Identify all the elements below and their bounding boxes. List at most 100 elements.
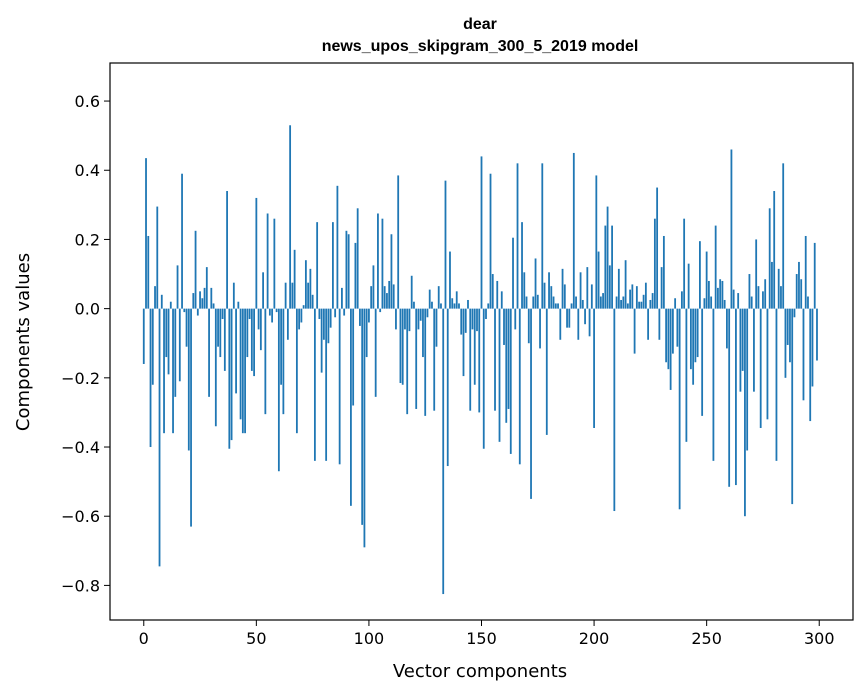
bar xyxy=(750,296,753,309)
bar xyxy=(737,293,740,309)
bar xyxy=(503,308,505,345)
bar xyxy=(640,301,643,309)
bar xyxy=(602,293,604,309)
bar xyxy=(577,308,580,340)
bar xyxy=(674,298,677,309)
y-axis-label: Components values xyxy=(13,253,34,431)
x-tick-label: 100 xyxy=(354,629,385,648)
bar xyxy=(507,308,510,409)
bar xyxy=(183,308,186,313)
bar xyxy=(671,308,674,354)
bar xyxy=(604,225,607,309)
y-tick-label: −0.6 xyxy=(61,507,100,526)
bar xyxy=(676,308,679,347)
bar xyxy=(230,308,233,441)
bar xyxy=(811,308,814,387)
bar xyxy=(780,286,782,309)
bar xyxy=(714,225,717,309)
bar xyxy=(723,299,726,309)
bar xyxy=(388,280,391,309)
bar xyxy=(491,274,494,309)
bar xyxy=(395,308,397,330)
bar xyxy=(147,235,150,309)
bar xyxy=(572,152,575,309)
bar xyxy=(741,308,744,371)
y-tick-label: −0.8 xyxy=(61,576,100,595)
bar xyxy=(518,308,521,465)
bar xyxy=(406,308,409,415)
bar xyxy=(764,279,767,309)
bar xyxy=(631,284,634,309)
bar xyxy=(295,308,298,434)
bar xyxy=(755,239,758,309)
bar xyxy=(304,260,307,309)
bar xyxy=(545,308,548,435)
bar xyxy=(334,308,337,318)
bar xyxy=(214,308,217,427)
bar xyxy=(800,279,803,309)
bar xyxy=(539,308,541,349)
bar xyxy=(163,308,165,434)
bar xyxy=(485,308,487,320)
bar xyxy=(437,286,440,309)
bar xyxy=(433,308,436,411)
bar xyxy=(525,296,528,309)
bar xyxy=(410,275,413,309)
bar xyxy=(705,251,708,309)
bar xyxy=(194,230,197,309)
bar xyxy=(617,268,620,309)
bar xyxy=(309,268,312,309)
bar xyxy=(701,308,704,416)
bar xyxy=(633,308,636,354)
bar xyxy=(554,303,557,309)
x-tick-label: 250 xyxy=(691,629,722,648)
bar xyxy=(277,308,280,472)
bar xyxy=(374,308,377,397)
bar xyxy=(798,261,800,309)
bar xyxy=(426,308,429,318)
bar xyxy=(399,308,402,384)
bar xyxy=(253,308,255,377)
bar xyxy=(613,308,616,512)
bar xyxy=(368,308,370,323)
bar xyxy=(791,308,794,505)
bars-group xyxy=(142,125,818,595)
bar xyxy=(174,308,177,397)
bar xyxy=(172,308,174,434)
bar xyxy=(237,301,240,309)
bar xyxy=(300,308,303,323)
bar xyxy=(212,303,215,309)
bar xyxy=(196,308,199,316)
bar xyxy=(771,261,773,309)
y-tick-label: 0.0 xyxy=(75,300,100,319)
bar xyxy=(332,222,334,309)
bar xyxy=(379,308,382,313)
bar xyxy=(480,156,483,309)
bar xyxy=(642,294,645,309)
bar xyxy=(735,308,737,486)
bar xyxy=(311,294,314,309)
bar xyxy=(809,308,812,422)
bar xyxy=(318,308,321,320)
bar xyxy=(620,299,622,309)
bar xyxy=(169,301,172,309)
bar xyxy=(322,308,325,340)
y-tick-label: 0.2 xyxy=(75,230,100,249)
bar xyxy=(205,267,208,309)
bar xyxy=(793,308,796,318)
bar xyxy=(478,308,481,413)
bar xyxy=(656,187,659,309)
bar xyxy=(246,308,249,358)
bar xyxy=(653,218,656,309)
bar xyxy=(487,303,490,309)
bar xyxy=(289,125,292,309)
bar xyxy=(158,308,161,567)
bar xyxy=(593,308,595,428)
bar xyxy=(784,308,787,378)
bar xyxy=(694,308,697,363)
bar xyxy=(748,274,751,309)
bar xyxy=(514,308,517,330)
bar xyxy=(608,265,611,309)
bar xyxy=(786,308,789,345)
bar xyxy=(775,308,778,461)
